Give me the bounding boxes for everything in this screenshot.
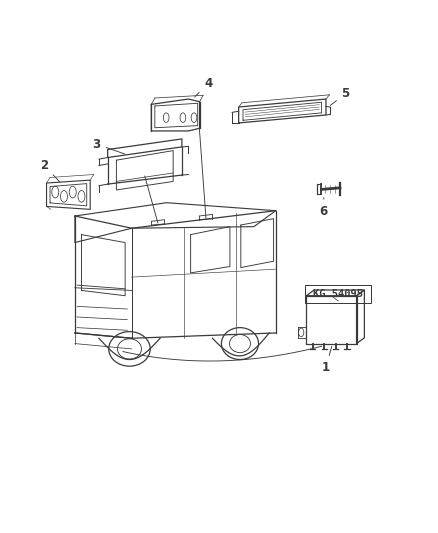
Text: 4: 4	[195, 77, 212, 97]
Text: 5: 5	[330, 87, 350, 106]
Text: KG 54095: KG 54095	[313, 288, 363, 298]
Text: 6: 6	[320, 198, 328, 217]
Text: 1: 1	[322, 346, 332, 374]
Text: 2: 2	[40, 159, 60, 182]
Text: 3: 3	[93, 138, 125, 154]
